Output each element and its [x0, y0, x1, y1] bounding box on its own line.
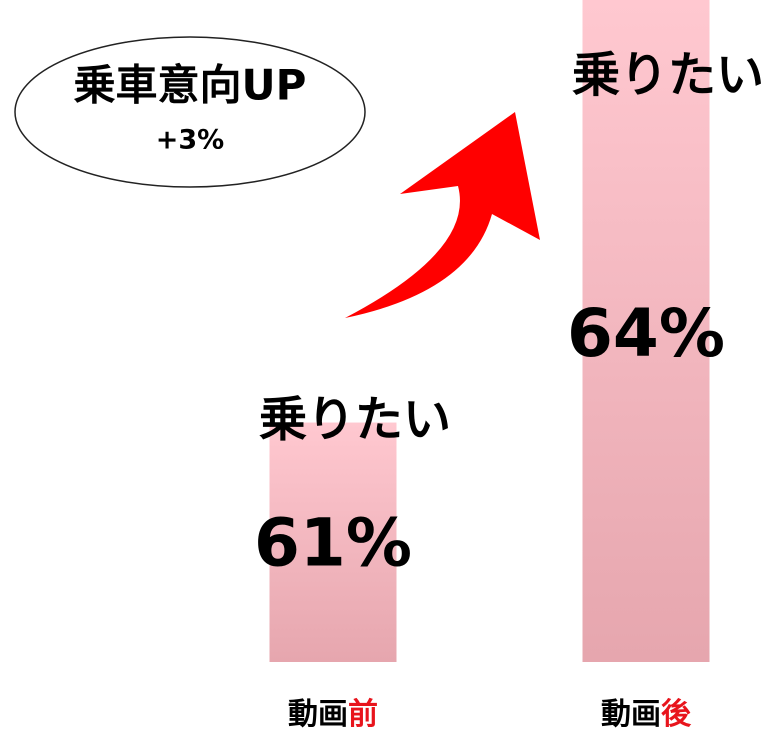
up-arrow [345, 112, 540, 318]
bar-label: 乗りたい [572, 47, 764, 103]
bar [582, 0, 710, 662]
bar-label: 乗りたい [259, 392, 451, 448]
bar [269, 422, 397, 662]
bubble [14, 36, 366, 188]
category-text: 動画 [288, 697, 348, 732]
value-label: 64% [567, 295, 725, 372]
x-tick-label: 動画前 [288, 697, 378, 732]
bubble-title: 乗車意向UP [74, 61, 307, 110]
value-label: 61% [254, 505, 412, 582]
bubble-value: +3% [156, 125, 224, 156]
category-highlight: 前 [348, 697, 378, 732]
category-text: 動画 [601, 697, 661, 732]
x-tick-label: 動画後 [601, 697, 692, 732]
category-highlight: 後 [661, 697, 692, 732]
